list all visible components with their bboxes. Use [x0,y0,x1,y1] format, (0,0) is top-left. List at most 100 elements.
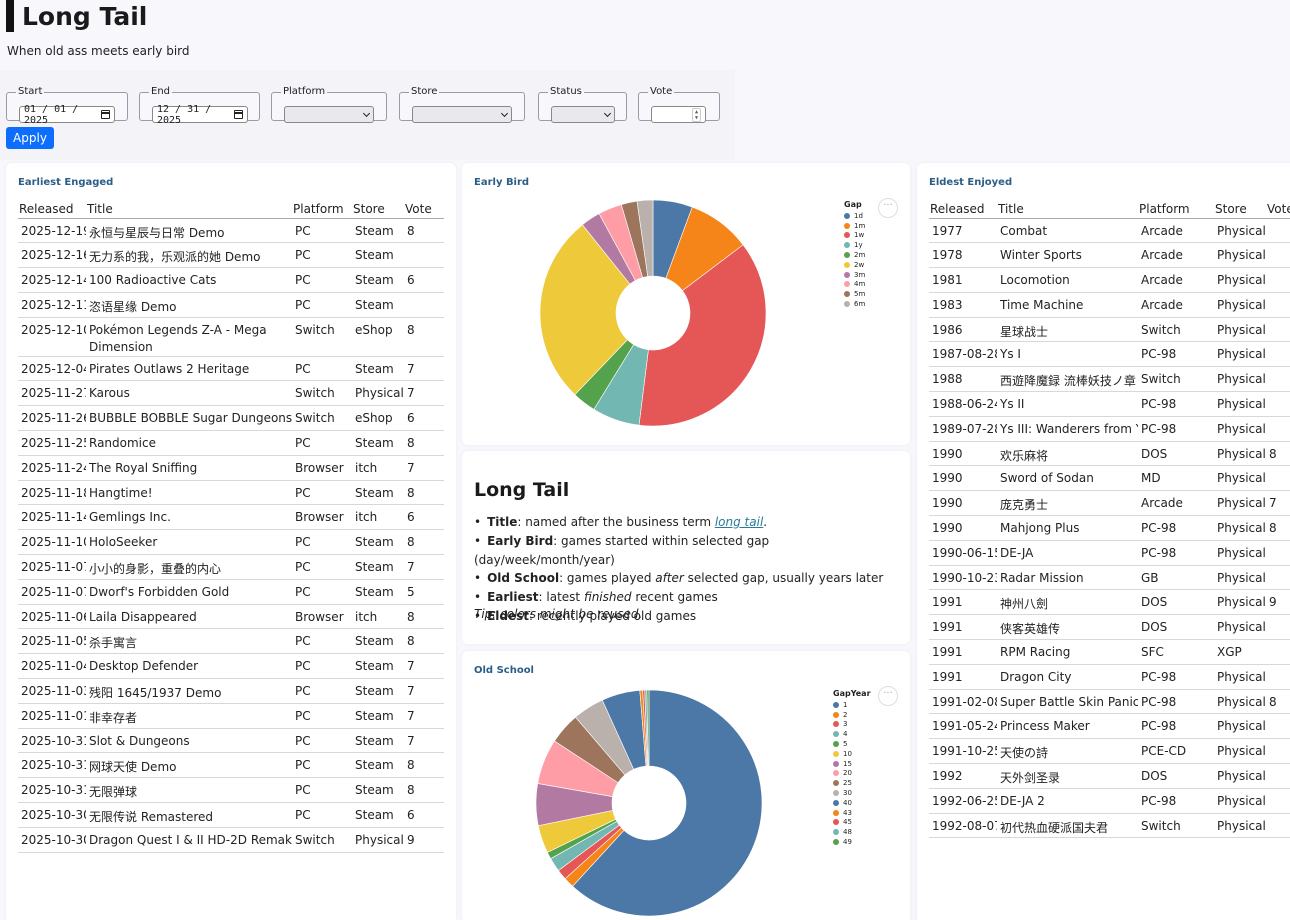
start-date-input[interactable]: 01 / 01 / 2025 [19,104,115,126]
vote-input[interactable]: ▲ ▼ [651,106,706,123]
table-row[interactable]: 2025-10-31 Slot & Dungeons PC Steam 7 [18,728,444,754]
legend-item[interactable]: 4 [833,729,871,739]
legend-item[interactable]: 4m [844,280,865,290]
pie-slice-2w[interactable] [539,224,631,396]
spinner-icon[interactable]: ▲ ▼ [692,107,701,122]
table-row[interactable]: 2025-12-16 无力系的我，乐观派的她 Demo PC Steam [18,242,444,269]
column-header[interactable]: Title [997,200,1138,219]
legend-item[interactable]: 10 [833,749,871,759]
legend-item[interactable]: 1w [844,231,865,241]
table-row[interactable]: 1992-08-07 初代热血硬派国夫君 Switch Physical [929,813,1290,839]
store-select[interactable] [412,106,512,123]
long-tail-link[interactable]: long tail [714,515,764,529]
legend-item[interactable]: 6m [844,299,865,309]
table-row[interactable]: 2025-12-11 恣语星缘 Demo PC Steam [18,292,444,318]
table-row[interactable]: 2025-12-19 永恒与星辰与日常 Demo PC Steam 8 [18,218,444,244]
table-row[interactable]: 1989-07-28 Ys III: Wanderers from Ys PC-98… [929,416,1290,442]
table-row[interactable]: 2025-12-10 Pokémon Legends Z-A - Mega Dim… [18,317,444,357]
table-row[interactable]: 1990-10-23 Radar Mission GB Physical [929,565,1290,591]
chart-menu-button[interactable]: ··· [878,198,898,218]
table-row[interactable]: 2025-10-31 无限弹球 PC Steam 8 [18,777,444,804]
table-row[interactable]: 1991-02-08 Super Battle Skin Panic PC-98 Ph… [929,689,1290,715]
column-header[interactable]: Released [18,200,86,219]
table-row[interactable]: 1992-06-25 DE-JA 2 PC-98 Physical [929,788,1290,814]
legend-item[interactable]: 48 [833,827,871,837]
column-header[interactable]: Released [929,200,997,219]
pie-slice-6m[interactable] [636,199,654,277]
table-row[interactable]: 2025-12-14 100 Radioactive Cats PC Steam 6 [18,267,444,293]
table-row[interactable]: 1991 RPM Racing SFC XGP [929,639,1290,665]
legend-item[interactable]: 20 [833,769,871,779]
table-row[interactable]: 1983 Time Machine Arcade Physical [929,292,1290,318]
table-row[interactable]: 2025-11-27 Karous Switch Physical 7 [18,380,444,407]
table-row[interactable]: 1990 庞克勇士 Arcade Physical 7 [929,490,1290,517]
pie-slice-1[interactable] [572,689,763,917]
table-row[interactable]: 1991 侠客英雄传 DOS Physical [929,614,1290,641]
table-row[interactable]: 1991-10-25 天使の詩 PCE-CD Physical [929,738,1290,765]
column-header[interactable]: Store [352,200,404,219]
pie-slice-49[interactable] [646,689,650,767]
column-header[interactable]: Platform [292,200,352,219]
platform-select[interactable] [284,106,374,123]
table-row[interactable]: 2025-11-25 Randomice PC Steam 8 [18,430,444,456]
table-row[interactable]: 2025-11-01 非幸存者 PC Steam 7 [18,703,444,729]
table-row[interactable]: 1988-06-24 Ys II PC-98 Physical [929,391,1290,417]
status-select[interactable] [551,106,615,123]
table-row[interactable]: 1978 Winter Sports Arcade Physical [929,242,1290,269]
legend-item[interactable]: 40 [833,798,871,808]
column-header[interactable]: Platform [1138,200,1214,219]
table-row[interactable]: 1991 Dragon City PC-98 Physical [929,664,1290,690]
column-header[interactable]: Title [86,200,292,219]
table-row[interactable]: 1990-06-15 DE-JA PC-98 Physical [929,540,1290,566]
table-row[interactable]: 2025-11-10 HoloSeeker PC Steam 8 [18,529,444,556]
legend-item[interactable]: 3m [844,270,865,280]
legend-item[interactable]: 3 [833,720,871,730]
legend-item[interactable]: 25 [833,778,871,788]
table-row[interactable]: 1977 Combat Arcade Physical [929,218,1290,244]
apply-button[interactable]: Apply [6,127,54,149]
table-row[interactable]: 2025-11-03 残阳 1645/1937 Demo PC Steam 7 [18,678,444,704]
legend-item[interactable]: 1y [844,240,865,250]
column-header[interactable]: Vote [1266,200,1290,219]
table-row[interactable]: 2025-10-30 无限传说 Remastered PC Steam 6 [18,802,444,828]
legend-item[interactable]: 15 [833,759,871,769]
table-row[interactable]: 2025-10-30 Dragon Quest I & II HD-2D Rema… [18,827,444,853]
table-row[interactable]: 2025-10-31 网球天使 Demo PC Steam 8 [18,752,444,779]
legend-item[interactable]: 2w [844,260,865,270]
column-header[interactable]: Vote [404,200,444,219]
table-row[interactable]: 2025-11-06 Laila Disappeared Browser itch 8 [18,604,444,630]
table-row[interactable]: 1991-05-24 Princess Maker PC-98 Physical [929,713,1290,740]
table-row[interactable]: 1987-08-28 Ys I PC-98 Physical [929,341,1290,368]
table-row[interactable]: 2025-11-04 Desktop Defender PC Steam 7 [18,653,444,680]
table-row[interactable]: 2025-12-04 Pirates Outlaws 2 Heritage PC St… [18,356,444,382]
legend-item[interactable]: 1 [833,700,871,710]
table-row[interactable]: 2025-11-24 The Royal Sniffing Browser itch 7 [18,455,444,481]
calendar-icon[interactable] [233,110,243,119]
legend-item[interactable]: 5 [833,739,871,749]
column-header[interactable]: Store [1214,200,1266,219]
table-row[interactable]: 1990 Sword of Sodan MD Physical [929,465,1290,492]
calendar-icon[interactable] [100,110,110,119]
table-row[interactable]: 2025-11-05 杀手寓言 PC Steam 8 [18,628,444,655]
table-row[interactable]: 2025-11-14 Gemlings Inc. Browser itch 6 [18,504,444,531]
table-row[interactable]: 1981 Locomotion Arcade Physical [929,267,1290,293]
legend-item[interactable]: 2 [833,710,871,720]
table-row[interactable]: 1992 天外剑圣录 DOS Physical [929,763,1290,789]
table-row[interactable]: 1990 Mahjong Plus PC-98 Physical 8 [929,515,1290,541]
pie-slice-1w[interactable] [638,244,767,427]
table-row[interactable]: 2025-11-26 BUBBLE BOBBLE Sugar Dungeons Sw… [18,405,444,432]
legend-item[interactable]: 1m [844,221,865,231]
legend-item[interactable]: 43 [833,808,871,818]
legend-item[interactable]: 5m [844,289,865,299]
table-row[interactable]: 1986 星球战士 Switch Physical [929,317,1290,343]
end-date-input[interactable]: 12 / 31 / 2025 [152,104,248,126]
legend-item[interactable]: 49 [833,837,871,847]
legend-item[interactable]: 45 [833,818,871,828]
table-row[interactable]: 1988 西遊降魔録 流棒妖技ノ章 Switch Physical [929,366,1290,393]
table-row[interactable]: 2025-11-18 Hangtime! PC Steam 8 [18,480,444,506]
chart-menu-button[interactable]: ··· [878,686,898,706]
legend-item[interactable]: 1d [844,211,865,221]
table-row[interactable]: 1990 欢乐麻将 DOS Physical 8 [929,441,1290,467]
table-row[interactable]: 2025-11-07 Dworf's Forbidden Gold PC Steam 5 [18,579,444,605]
table-row[interactable]: 1991 神州八劍 DOS Physical 9 [929,589,1290,616]
